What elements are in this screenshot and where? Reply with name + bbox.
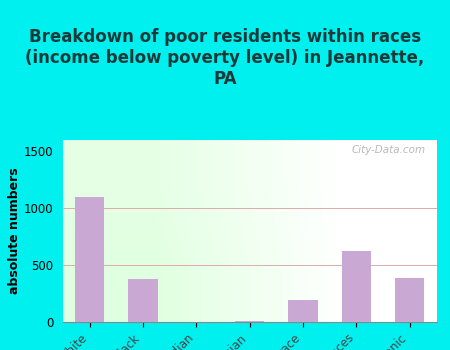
Y-axis label: absolute numbers: absolute numbers (8, 168, 21, 294)
Bar (342, 251, 371, 322)
Bar (395, 278, 424, 322)
Bar (128, 279, 158, 322)
Bar (235, 321, 265, 322)
Bar (75, 197, 104, 322)
Text: Breakdown of poor residents within races
(income below poverty level) in Jeannet: Breakdown of poor residents within races… (25, 28, 425, 88)
Bar (288, 300, 318, 322)
Text: City-Data.com: City-Data.com (351, 146, 425, 155)
